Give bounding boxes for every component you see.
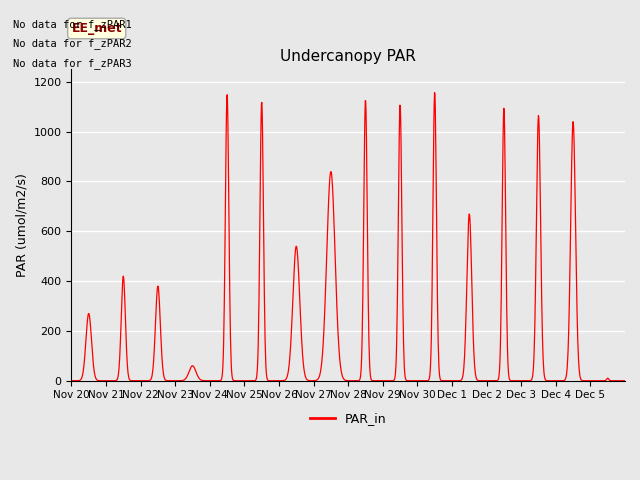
Title: Undercanopy PAR: Undercanopy PAR xyxy=(280,49,416,64)
Text: No data for f_zPAR3: No data for f_zPAR3 xyxy=(13,58,132,69)
Y-axis label: PAR (umol/m2/s): PAR (umol/m2/s) xyxy=(15,173,28,277)
Text: No data for f_zPAR2: No data for f_zPAR2 xyxy=(13,38,132,49)
Text: EE_met: EE_met xyxy=(72,22,122,35)
Text: No data for f_zPAR1: No data for f_zPAR1 xyxy=(13,19,132,30)
Legend: PAR_in: PAR_in xyxy=(305,408,392,431)
